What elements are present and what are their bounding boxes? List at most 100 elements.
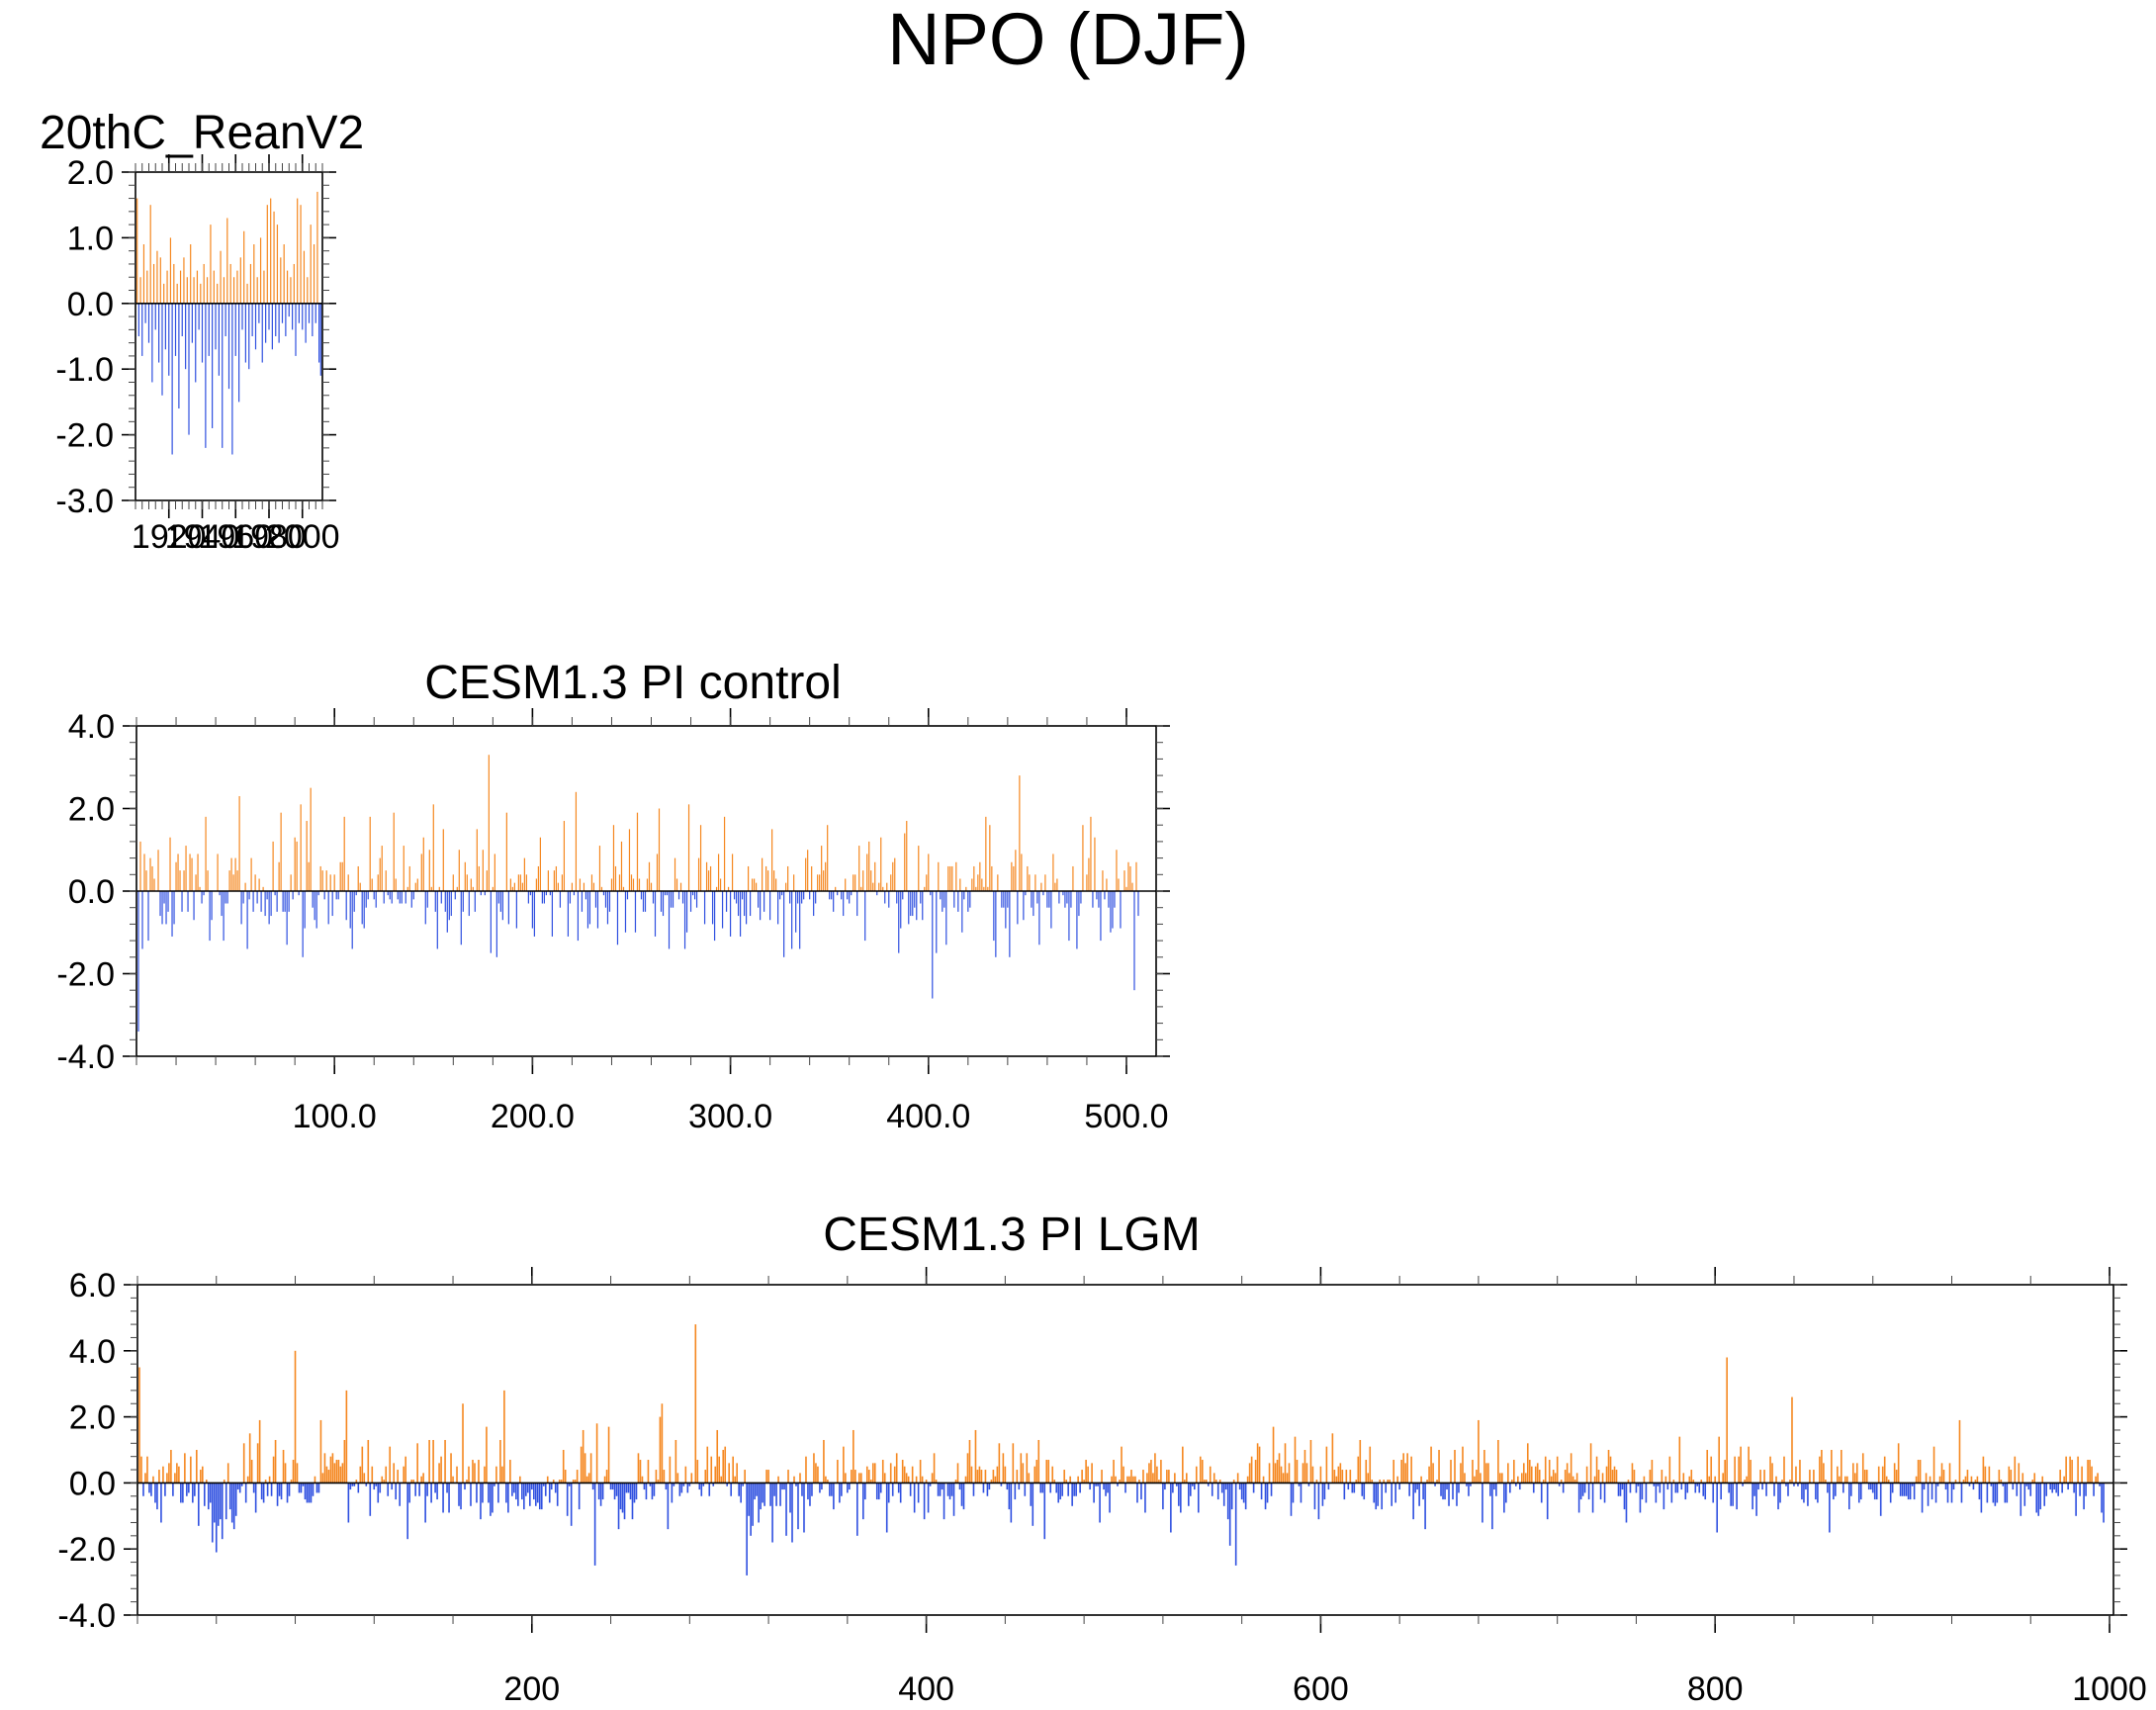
data-bar <box>1809 1470 1811 1484</box>
data-bar <box>805 857 807 891</box>
data-bar <box>314 1476 316 1484</box>
data-bar <box>902 891 904 900</box>
data-bar <box>594 891 597 908</box>
data-bar <box>1129 865 1131 891</box>
data-bar <box>268 1476 271 1484</box>
data-bar <box>1637 1483 1640 1486</box>
data-bar <box>271 303 273 350</box>
data-bar <box>240 1483 243 1486</box>
data-bar <box>734 1476 736 1484</box>
data-bar <box>258 878 260 891</box>
data-bar <box>652 891 655 904</box>
data-bar <box>1021 854 1023 891</box>
data-bar <box>576 1470 579 1484</box>
data-bar <box>566 1483 569 1516</box>
data-bar <box>260 1483 263 1500</box>
data-bar <box>547 870 549 892</box>
data-bar <box>831 891 833 900</box>
data-bar <box>964 1476 967 1484</box>
data-bar <box>298 303 300 323</box>
data-bar <box>1932 1446 1935 1484</box>
data-bar <box>1010 1483 1013 1523</box>
data-bar <box>762 857 764 891</box>
data-bar <box>1821 1450 1823 1484</box>
data-bar <box>1655 1483 1658 1503</box>
data-bar <box>938 861 940 891</box>
data-bar <box>929 1483 932 1486</box>
data-bar <box>1032 1483 1034 1526</box>
data-bar <box>1497 1439 1499 1484</box>
data-bar <box>430 1483 432 1503</box>
data-bar <box>393 812 395 891</box>
data-bar <box>1789 1480 1791 1484</box>
y-tick-label: 0.0 <box>67 286 114 323</box>
data-bar <box>414 882 416 891</box>
data-bar <box>744 1470 746 1484</box>
data-bar <box>1823 1463 1825 1484</box>
data-bar <box>1296 1460 1299 1484</box>
data-bar <box>645 1483 648 1500</box>
data-bar <box>438 886 440 891</box>
data-bar <box>905 1473 908 1484</box>
data-bar <box>1645 1483 1648 1503</box>
data-bar <box>605 1470 608 1484</box>
data-bar <box>1093 1483 1095 1503</box>
data-bar <box>456 886 458 891</box>
data-bar <box>682 1483 685 1486</box>
data-bar <box>911 1466 914 1484</box>
data-bar <box>276 225 279 304</box>
data-bar <box>1207 1483 1210 1486</box>
data-bar <box>1829 1483 1831 1533</box>
data-bar <box>1091 1463 1093 1484</box>
data-bar <box>720 1476 723 1484</box>
data-bar <box>962 1483 965 1510</box>
data-bar <box>582 1429 584 1484</box>
data-bar <box>2089 1460 2091 1484</box>
data-bar <box>733 891 736 900</box>
data-bar <box>295 303 297 356</box>
data-bar <box>369 816 371 891</box>
data-bar <box>152 263 155 304</box>
x-tick-label: 1920 <box>132 518 207 556</box>
data-bar <box>1950 1483 1953 1503</box>
data-bar <box>165 891 167 925</box>
data-bar <box>179 270 182 304</box>
data-bar <box>217 283 219 304</box>
data-bar <box>785 1483 787 1536</box>
data-bar <box>1753 1483 1755 1496</box>
data-bar <box>446 891 448 933</box>
data-bar <box>632 878 635 891</box>
data-bar <box>571 882 574 891</box>
data-bar <box>139 277 141 304</box>
data-bar <box>851 1470 853 1484</box>
data-bar <box>1542 1480 1545 1484</box>
data-bar <box>1065 1480 1067 1484</box>
data-bar <box>1038 891 1040 945</box>
data-bar <box>420 854 422 891</box>
data-bar <box>557 882 560 891</box>
data-bar <box>1142 1470 1144 1484</box>
data-bar <box>1262 1476 1265 1484</box>
data-bar <box>373 1483 376 1490</box>
data-bar <box>1131 882 1133 891</box>
data-bar <box>1617 1483 1620 1496</box>
data-bar <box>865 1466 868 1484</box>
data-bar <box>367 1439 370 1484</box>
data-bar <box>1311 1466 1314 1484</box>
data-bar <box>147 891 149 942</box>
bar-series <box>137 755 1139 1032</box>
data-bar <box>1507 1463 1509 1484</box>
data-bar <box>1775 1476 1777 1484</box>
data-bar <box>228 1483 231 1510</box>
data-bar <box>2099 1483 2101 1486</box>
data-bar <box>448 1483 450 1513</box>
data-bar <box>450 1453 452 1484</box>
data-bar <box>215 1483 218 1553</box>
data-bar <box>895 1453 898 1484</box>
data-bar <box>858 846 860 891</box>
data-bar <box>1972 1483 1975 1490</box>
data-bar <box>424 1483 426 1523</box>
data-bar <box>917 1483 920 1503</box>
data-bar <box>174 1473 176 1484</box>
data-bar <box>228 870 230 892</box>
